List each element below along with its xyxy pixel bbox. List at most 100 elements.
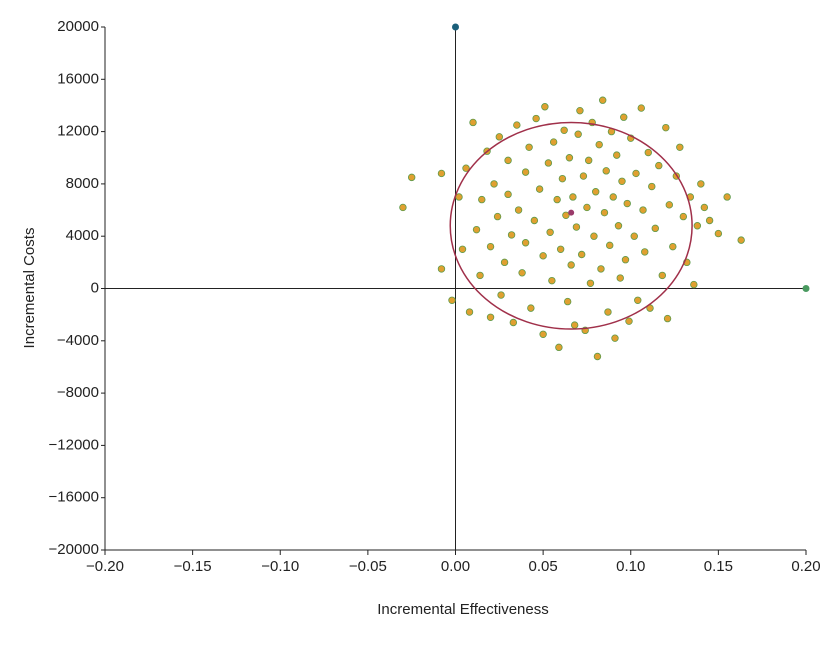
scatter-point	[623, 199, 631, 208]
y-axis-label: Incremental Costs	[21, 228, 38, 349]
confidence-ellipse	[449, 121, 693, 330]
scatter-point	[639, 206, 647, 214]
y-tick-label: 16000	[57, 70, 99, 87]
scatter-point	[705, 216, 714, 225]
y-tick-label: −4000	[57, 332, 99, 349]
scatter-point	[472, 225, 481, 234]
scatter-point	[625, 317, 633, 325]
x-tick-label: 0.20	[791, 558, 820, 575]
reference-point	[452, 23, 459, 31]
scatter-point	[690, 280, 698, 289]
scatter-point	[518, 269, 526, 277]
scatter-point	[465, 308, 474, 316]
scatter-point	[614, 222, 623, 230]
scatter-point	[572, 223, 581, 231]
y-tick-label: −20000	[49, 541, 99, 558]
scatter-point	[493, 212, 502, 221]
scatter-point	[495, 133, 504, 141]
x-tick-label: −0.10	[261, 558, 299, 575]
scatter-point	[486, 242, 495, 251]
scatter-point	[535, 185, 544, 193]
scatter-point	[611, 334, 619, 342]
scatter-point	[556, 245, 565, 253]
scatter-point	[548, 276, 556, 285]
x-tick-label: −0.15	[174, 558, 212, 575]
scatter-point	[583, 203, 591, 212]
scatter-point	[544, 159, 553, 167]
scatter-point	[679, 212, 688, 221]
scatter-point	[593, 352, 602, 361]
scatter-point	[676, 143, 684, 151]
scatter-point	[723, 193, 731, 201]
x-tick-label: −0.20	[86, 558, 124, 575]
scatter-point	[620, 113, 628, 121]
scatter-point	[576, 106, 584, 115]
scatter-point	[458, 245, 467, 253]
scatter-point	[737, 236, 745, 244]
scatter-point	[462, 164, 470, 172]
y-tick-label: −8000	[57, 384, 99, 401]
scatter-point	[604, 308, 612, 316]
scatter-point	[504, 190, 512, 199]
scatter-point	[714, 229, 723, 238]
scatter-point	[478, 195, 486, 204]
scatter-point	[527, 304, 535, 312]
scatter-point	[616, 274, 624, 282]
scatter-point	[555, 343, 563, 352]
scatter-point	[621, 256, 630, 264]
scatter-point	[530, 216, 539, 225]
scatter-point	[697, 180, 705, 188]
scatter-point	[539, 252, 547, 260]
scatter-point	[437, 169, 446, 178]
scatter-point	[532, 114, 540, 123]
scatter-point	[632, 169, 640, 178]
y-tick-label: 20000	[57, 18, 99, 35]
scatter-point	[584, 156, 593, 165]
scatter-point	[648, 182, 656, 191]
scatter-point	[521, 239, 530, 247]
scatter-point	[637, 104, 645, 112]
scatter-point	[448, 296, 456, 304]
scatter-point	[541, 103, 549, 111]
scatter-point	[599, 96, 607, 104]
x-axis-label: Incremental Effectiveness	[377, 601, 548, 618]
scatter-point	[634, 296, 642, 304]
scatter-point	[693, 222, 702, 230]
y-tick-label: 12000	[57, 123, 99, 140]
scatter-point	[546, 228, 554, 236]
x-tick-label: −0.05	[349, 558, 387, 575]
scatter-point	[592, 188, 600, 196]
scatter-point	[513, 121, 521, 129]
y-tick-label: −12000	[49, 436, 99, 453]
scatter-point	[525, 143, 533, 151]
scatter-point	[586, 279, 595, 287]
scatter-point	[455, 193, 463, 201]
scatter-point	[595, 140, 603, 149]
y-tick-label: −16000	[49, 489, 99, 506]
scatter-point	[658, 271, 666, 280]
scatter-point	[655, 161, 663, 170]
scatter-point	[700, 203, 709, 212]
scatter-point	[651, 224, 659, 233]
scatter-point	[662, 123, 670, 132]
scatter-point	[562, 211, 570, 219]
scatter-point	[669, 242, 677, 251]
scatter-point	[497, 291, 505, 299]
scatter-point	[539, 330, 547, 338]
scatter-point	[500, 258, 509, 267]
scatter-point	[574, 130, 582, 138]
scatter-point	[476, 271, 484, 280]
scatter-point	[469, 118, 477, 127]
scatter-point	[618, 177, 626, 185]
mean-point	[568, 209, 575, 216]
x-tick-label: 0.10	[616, 558, 645, 575]
y-tick-label: 4000	[66, 227, 99, 244]
y-tick-label: 8000	[66, 175, 99, 192]
scatter-point	[521, 168, 530, 176]
scatter-point	[509, 318, 518, 327]
scatter-point	[514, 206, 523, 214]
scatter-point	[609, 193, 617, 201]
scatter-point	[579, 172, 588, 180]
scatter-point	[663, 314, 672, 323]
